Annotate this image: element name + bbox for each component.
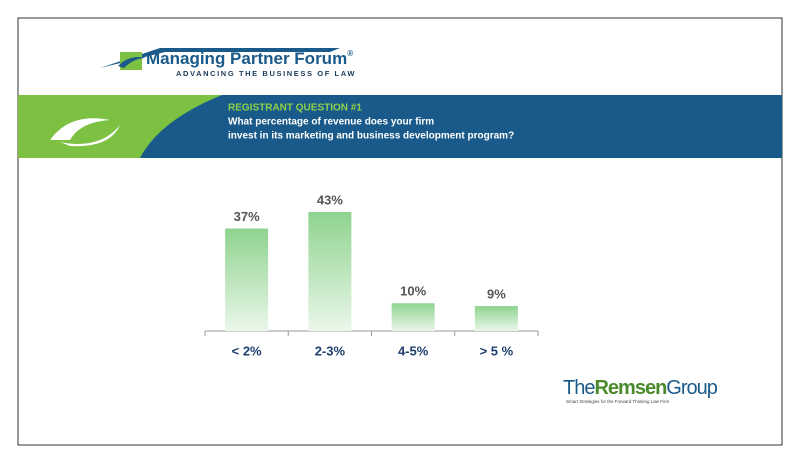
logo-tagline: ADVANCING THE BUSINESS OF LAW	[176, 69, 356, 78]
brand-part: Group	[666, 377, 717, 399]
banner-green	[18, 95, 222, 158]
question-heading: REGISTRANT QUESTION #1	[228, 103, 362, 114]
category-label: 2-3%	[315, 343, 346, 358]
question-line: What percentage of revenue does your fir…	[228, 117, 434, 128]
bar	[474, 306, 518, 331]
brand-part: The	[563, 377, 595, 399]
logo-s	[118, 57, 146, 68]
logo-mark: ®	[347, 49, 353, 58]
bar	[308, 211, 352, 331]
value-label: 43%	[317, 192, 343, 207]
brand-part: Remsen	[594, 377, 666, 399]
chart: 37% < 2% 43% 2-3% 10% 4-5% 9% > 5 %	[204, 192, 539, 358]
value-label: 37%	[234, 209, 260, 224]
logo-swoosh	[100, 48, 340, 68]
category-label: 4-5%	[398, 343, 429, 358]
category-label: > 5 %	[480, 343, 514, 358]
logo-title-text: Managing Partner Forum	[146, 49, 347, 68]
category-label: < 2%	[232, 343, 262, 358]
question-line: invest in its marketing and business dev…	[228, 131, 514, 142]
bar	[225, 228, 269, 331]
brand-tagline: Smart Strategies for the Forward Thinkin…	[566, 399, 669, 404]
brand: TheRemsenGroup	[563, 377, 718, 399]
bar	[391, 303, 435, 331]
banner-s	[50, 118, 120, 147]
slide-frame	[17, 17, 783, 446]
value-label: 10%	[400, 284, 426, 299]
value-label: 9%	[487, 287, 506, 302]
logo-title: Managing Partner Forum®	[146, 49, 353, 68]
